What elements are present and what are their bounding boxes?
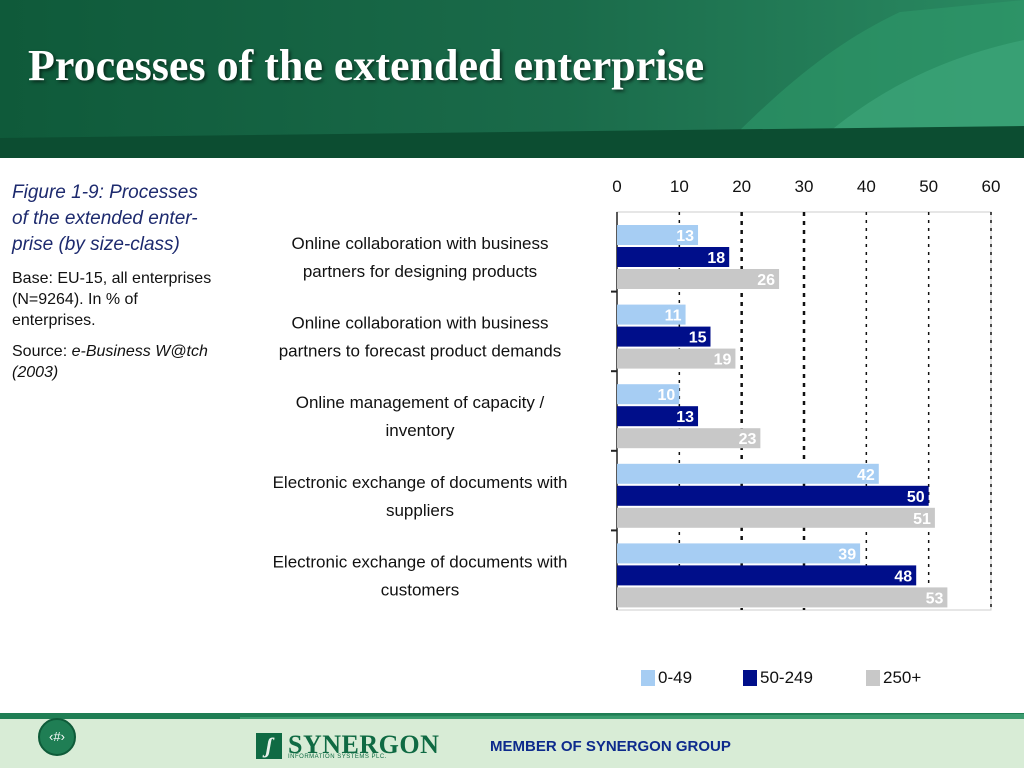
figure-title: Figure 1-9: Processes of the extended en… (12, 182, 198, 255)
x-tick-label: 40 (857, 177, 876, 196)
x-tick-label: 0 (612, 177, 621, 196)
bar (617, 348, 736, 369)
x-tick-label: 30 (795, 177, 814, 196)
bar-value-label: 23 (739, 431, 757, 448)
logo-mark-icon: ʃ (256, 733, 282, 759)
logo-subtext: INFORMATION SYSTEMS PLC. (288, 754, 387, 760)
bar (617, 543, 861, 564)
bar-value-label: 13 (676, 409, 694, 426)
bar (617, 406, 699, 427)
bar (617, 225, 699, 245)
x-tick-label: 50 (919, 177, 938, 196)
category-label: Online collaboration with business (291, 314, 548, 333)
category-label: customers (381, 580, 459, 599)
legend-swatch (866, 670, 880, 686)
member-text: MEMBER OF SYNERGON GROUP (490, 738, 731, 755)
bar-value-label: 13 (676, 228, 694, 245)
bar (617, 463, 879, 484)
header-background (0, 0, 1024, 158)
legend-swatch (641, 670, 655, 686)
legend-label: 250+ (883, 668, 921, 687)
page-number: ‹#› (38, 718, 76, 756)
bar (617, 269, 780, 289)
legend-label: 0-49 (658, 668, 692, 687)
category-label: partners for designing products (303, 262, 537, 281)
x-tick-label: 20 (732, 177, 751, 196)
page-title: Processes of the extended enterprise (28, 41, 705, 90)
category-label: suppliers (386, 501, 454, 520)
bar-value-label: 19 (714, 352, 732, 369)
bar-value-label: 42 (857, 467, 875, 484)
legend-swatch (743, 670, 757, 686)
bar-value-label: 39 (838, 546, 856, 563)
bar-value-label: 15 (689, 330, 707, 347)
bar-value-label: 50 (907, 489, 925, 506)
figure-caption: Figure 1-9: Processes of the extended en… (12, 180, 212, 393)
figure-base-note: Base: EU-15, all enterprises (N=9264). I… (12, 270, 212, 329)
category-label: Electronic exchange of documents with (273, 473, 568, 492)
bar (617, 247, 730, 267)
category-label: inventory (386, 421, 455, 440)
bar (617, 384, 680, 405)
bar (617, 428, 761, 449)
footer-band (0, 713, 1024, 768)
bar (617, 304, 686, 325)
bar-chart: 0 10 20 30 40 50 60 Online collaboration with b… (273, 177, 1001, 687)
category-label: Online collaboration with business (291, 234, 548, 253)
bar (617, 565, 917, 586)
bar-value-label: 18 (707, 250, 725, 267)
figure-source: Source: e-Business W@tch (2003) (12, 341, 212, 383)
bar (617, 587, 948, 608)
category-label: partners to forecast product demands (279, 342, 562, 361)
legend-label: 50-249 (760, 668, 813, 687)
category-label: Online management of capacity / (296, 393, 545, 412)
bar (617, 485, 929, 506)
source-name: e-Business W@tch (2003) (12, 343, 208, 381)
category-label: Electronic exchange of documents with (273, 552, 568, 571)
x-tick-label: 60 (982, 177, 1001, 196)
logo-text: SYNERGON (288, 730, 440, 759)
slide-header: Processes of the extended enterprise (0, 0, 1024, 158)
bar (617, 326, 711, 347)
bar-value-label: 10 (658, 387, 676, 404)
bar-value-label: 11 (665, 308, 682, 325)
bar-value-label: 51 (913, 511, 931, 528)
source-label: Source: (12, 343, 72, 360)
x-tick-label: 10 (670, 177, 689, 196)
bar-value-label: 26 (757, 272, 775, 289)
bar-value-label: 48 (894, 568, 912, 585)
bar (617, 507, 935, 528)
bar-value-label: 53 (926, 590, 944, 607)
